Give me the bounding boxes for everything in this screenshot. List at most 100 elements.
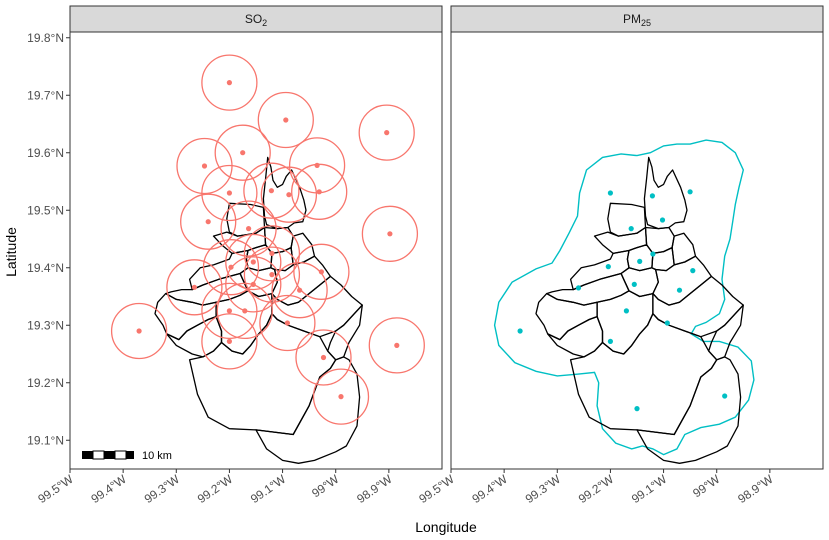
- station-point: [318, 269, 324, 275]
- station-point: [201, 163, 208, 169]
- panel-pm25: PM25: [450, 5, 824, 470]
- buffer-circle: [358, 104, 415, 161]
- buffer-circle: [202, 239, 260, 296]
- scale-bar-seg-5: [126, 451, 134, 459]
- y-tick-label: 19.8°N: [27, 31, 64, 45]
- y-axis: 19.8°N 19.7°N 19.6°N 19.5°N 19.4°N 19.3°N 19.2…: [27, 31, 70, 447]
- station-point: [228, 264, 234, 270]
- buffer-circle: [201, 282, 258, 340]
- station-point: [338, 394, 344, 400]
- buffer-circle: [295, 329, 352, 386]
- strip-pm25-sub: 25: [641, 18, 651, 28]
- buffer-circle: [225, 233, 282, 291]
- station-point: [250, 281, 256, 287]
- buffer-circle: [368, 317, 425, 374]
- station-point: [394, 342, 400, 348]
- buffer-circle: [220, 200, 277, 257]
- station-point: [650, 251, 656, 257]
- strip-pm25: [450, 5, 824, 33]
- buffer-circle: [361, 205, 419, 262]
- station-point: [283, 117, 289, 123]
- strip-so2: [69, 5, 443, 33]
- station-point: [628, 226, 634, 232]
- station-point: [387, 231, 393, 237]
- municipality-boundary: [708, 304, 744, 361]
- y-tick-label: 19.7°N: [27, 88, 64, 102]
- stations-so2: [136, 80, 400, 400]
- station-point: [268, 188, 274, 194]
- station-point: [676, 287, 683, 293]
- buffer-circle: [259, 294, 316, 352]
- scale-bar-seg-4: [114, 450, 127, 460]
- buffer-circle: [216, 282, 273, 340]
- buffer-circle: [214, 124, 271, 181]
- x-tick-label: 99.5°W: [416, 472, 457, 506]
- station-point: [250, 259, 256, 265]
- buffer-circle: [201, 164, 258, 222]
- buffer-circle: [243, 225, 301, 282]
- y-tick-label: 19.1°N: [27, 433, 64, 447]
- strip-so2-sub: 2: [262, 18, 267, 28]
- station-point: [269, 272, 275, 278]
- station-point: [722, 393, 728, 399]
- station-point: [240, 150, 246, 156]
- y-tick-label: 19.3°N: [27, 318, 64, 332]
- x-axis-pm25: 99.5°W 99.4°W 99.3°W 99.2°W 99.1°W 99°W 98.9°W: [416, 469, 776, 506]
- x-tick-label: 99.1°W: [629, 472, 670, 506]
- y-tick-label: 19.6°N: [27, 146, 64, 160]
- y-tick-label: 19.2°N: [27, 376, 64, 390]
- station-point: [297, 287, 303, 293]
- x-tick-label: 99.5°W: [35, 472, 76, 506]
- buffer-circle: [243, 162, 300, 219]
- municipality-boundary: [327, 304, 363, 361]
- scale-bar-seg-2: [92, 450, 105, 460]
- buffer-circle: [166, 259, 223, 316]
- panel-so2: SO2 10 km: [69, 5, 443, 470]
- station-point: [637, 258, 643, 264]
- station-point: [623, 308, 630, 314]
- x-axis-so2: 99.5°W 99.4°W 99.3°W 99.2°W 99.1°W 99°W 98.9°W: [35, 469, 395, 506]
- municipality-boundaries-pm25: [535, 156, 744, 464]
- station-point: [607, 338, 614, 344]
- x-tick-label: 98.9°W: [735, 472, 776, 506]
- station-point: [284, 320, 290, 326]
- station-point: [607, 190, 614, 196]
- x-tick-label: 99.3°W: [142, 472, 183, 506]
- station-point: [649, 193, 656, 199]
- station-point: [687, 189, 693, 195]
- station-point: [316, 189, 322, 195]
- station-point: [242, 308, 248, 314]
- y-axis-title: Latitude: [3, 227, 19, 277]
- station-point: [517, 328, 523, 334]
- station-point: [226, 190, 232, 196]
- x-tick-label: 99°W: [690, 472, 723, 501]
- station-point: [136, 328, 142, 334]
- y-tick-label: 19.4°N: [27, 261, 64, 275]
- station-point: [205, 219, 211, 225]
- station-point: [384, 130, 390, 136]
- station-point: [226, 338, 232, 344]
- scale-bar-seg-3: [104, 451, 115, 459]
- panel-pm25-frame: [450, 31, 824, 470]
- buffer-circle: [257, 91, 314, 149]
- municipality-boundary: [636, 356, 742, 464]
- station-point: [286, 192, 292, 198]
- station-point: [659, 217, 666, 223]
- buffer-circle: [110, 302, 168, 360]
- x-tick-label: 99.4°W: [88, 472, 129, 506]
- station-point: [631, 281, 637, 287]
- x-tick-label: 99.2°W: [576, 472, 617, 506]
- x-tick-label: 99°W: [309, 472, 342, 501]
- station-point: [690, 268, 696, 274]
- station-point: [191, 284, 197, 290]
- x-tick-label: 99.3°W: [523, 472, 564, 506]
- panel-so2-frame: [69, 31, 443, 470]
- x-axis-title: Longitude: [415, 519, 477, 535]
- buffer-circle: [293, 243, 350, 300]
- buffer-circle: [201, 313, 258, 370]
- station-point: [226, 308, 232, 314]
- strip-so2-main: SO: [245, 12, 262, 26]
- station-point: [269, 250, 275, 256]
- buffer-circle: [225, 256, 282, 313]
